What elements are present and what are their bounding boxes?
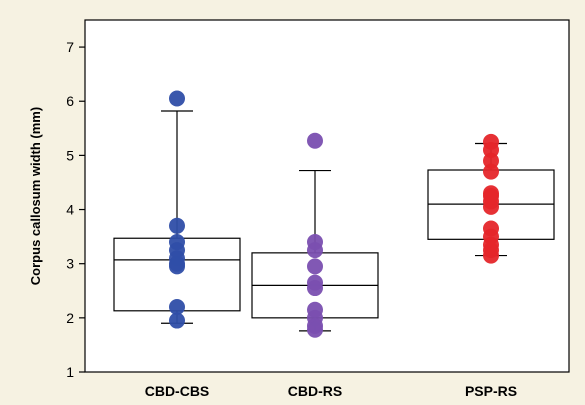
data-point — [307, 280, 323, 297]
x-tick-label: CBD-RS — [288, 383, 342, 399]
data-point — [307, 242, 323, 259]
data-point — [307, 258, 323, 275]
x-tick-label: PSP-RS — [465, 383, 517, 399]
y-tick-label: 6 — [66, 93, 74, 109]
axis-labels: 1 2 3 4 5 6 7 CBD-CBS CBD-RS PSP-RS — [66, 39, 517, 399]
data-point — [169, 258, 185, 275]
data-point — [169, 312, 185, 329]
y-tick-label: 1 — [66, 364, 74, 380]
tick-marks — [79, 46, 85, 373]
y-tick-label: 7 — [66, 39, 74, 55]
y-tick-label: 4 — [66, 202, 74, 218]
data-point — [483, 198, 499, 215]
data-point — [307, 132, 323, 149]
plot-frame — [84, 19, 570, 373]
data-point — [307, 321, 323, 338]
data-point — [169, 299, 185, 316]
y-tick-label: 2 — [66, 310, 74, 326]
x-tick-label: CBD-CBS — [145, 383, 210, 399]
data-point — [169, 217, 185, 234]
data-point — [483, 163, 499, 180]
data-point — [169, 90, 185, 107]
y-tick-label: 5 — [66, 147, 74, 163]
y-axis-label: Corpus callosum width (mm) — [28, 107, 43, 285]
y-tick-label: 3 — [66, 256, 74, 272]
data-point — [483, 247, 499, 264]
data-points — [169, 90, 499, 338]
